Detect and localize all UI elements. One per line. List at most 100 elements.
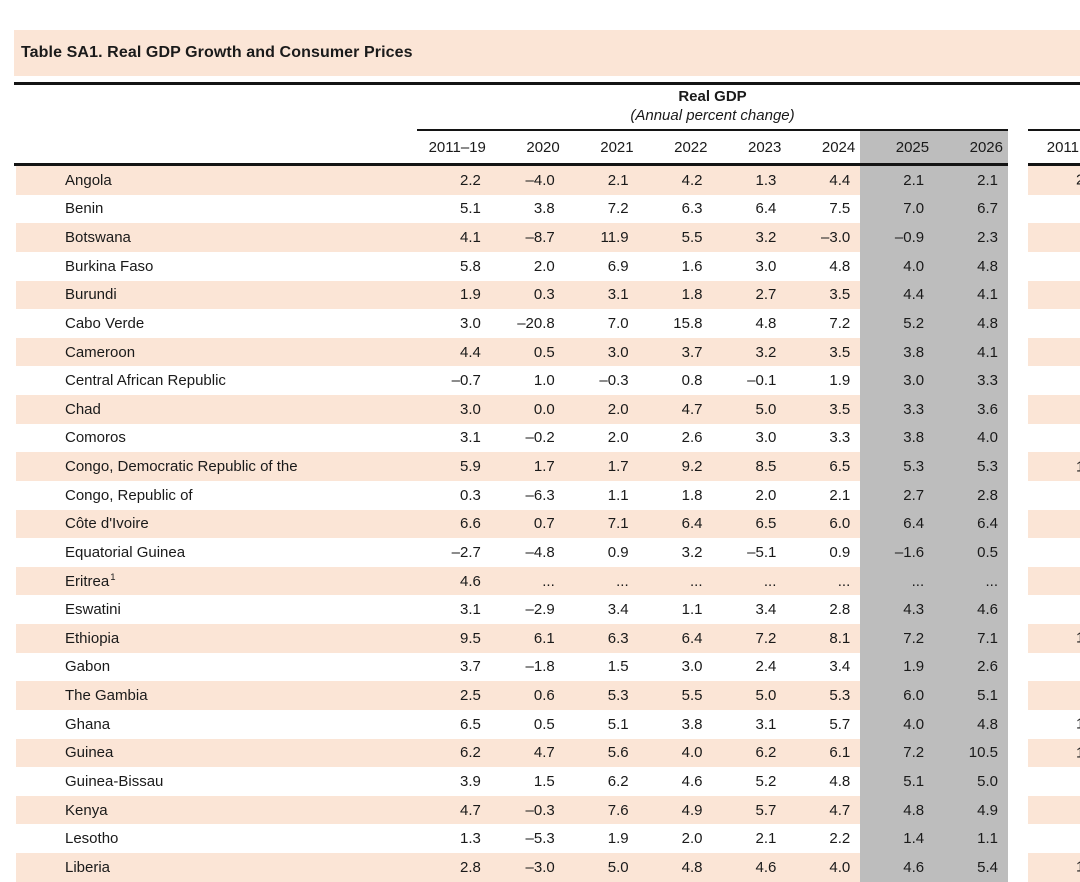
clipped-partial-digit: 1 <box>1076 744 1080 761</box>
section-gap <box>1008 337 1028 367</box>
country-name: The Gambia <box>16 681 417 710</box>
value-cell: –0.9 <box>860 223 935 252</box>
value-cell: 2.6 <box>934 652 1008 682</box>
value-cell: 1.8 <box>638 280 713 310</box>
value-cell: 6.2 <box>712 738 787 768</box>
value-cell: 2.0 <box>607 429 629 447</box>
value-cell: 1.9 <box>829 372 851 390</box>
table-row: Kenya 4.7 –0.3 7.6 4.9 5.7 4.7 4.8 4.9 <box>16 795 1080 825</box>
value-cell: –8.7 <box>490 223 565 252</box>
next-section-cell <box>1028 795 1080 825</box>
value-cell: –1.6 <box>860 538 935 567</box>
value-cell: 6.2 <box>417 738 491 768</box>
rule-under-year-row <box>14 163 1008 166</box>
value-cell: 5.3 <box>934 452 1008 481</box>
section-gap <box>1008 595 1028 624</box>
value-cell: –20.8 <box>517 314 555 332</box>
value-cell: 2.6 <box>681 429 703 447</box>
value-cell: 5.0 <box>712 681 787 710</box>
value-cell: 1.5 <box>533 772 555 790</box>
value-cell: 4.0 <box>638 738 713 768</box>
value-cell: 2.1 <box>934 166 1008 195</box>
next-section-year-column-header: 2011 <box>1046 138 1079 156</box>
section-gap <box>1008 853 1028 882</box>
clipped-partial-digit: 1 <box>1076 630 1080 647</box>
value-cell: 3.8 <box>860 423 935 453</box>
table-row: The Gambia 2.5 0.6 5.3 5.5 5.0 5.3 6.0 5.1 <box>16 681 1080 710</box>
table-row: Central African Republic –0.7 1.0 –0.3 0.8 –0… <box>16 366 1080 395</box>
value-cell: 7.5 <box>829 200 851 218</box>
value-cell: –3.0 <box>786 223 861 252</box>
section-gap <box>1008 624 1028 653</box>
section-header-real-gdp: Real GDP <box>678 88 747 105</box>
value-cell: 6.3 <box>681 200 703 218</box>
value-cell: 8.1 <box>786 624 861 653</box>
value-cell: 3.1 <box>755 715 777 733</box>
value-cell: 6.5 <box>712 509 787 539</box>
table-row: Equatorial Guinea –2.7 –4.8 0.9 3.2 –5.1 0.9 –1… <box>16 538 1080 567</box>
value-cell: 4.4 <box>417 337 491 367</box>
table-row: Burkina Faso 5.8 2.0 6.9 1.6 3.0 4.8 4.0 4.8 <box>16 251 1080 281</box>
value-cell: 4.7 <box>490 738 565 768</box>
value-cell: 5.8 <box>460 257 481 275</box>
table-row: Botswana 4.1 –8.7 11.9 5.5 3.2 –3.0 –0.9 2.3 <box>16 223 1080 252</box>
value-cell: 6.3 <box>564 624 639 653</box>
value-cell: 2.2 <box>829 830 851 848</box>
value-cell: 2.7 <box>712 280 787 310</box>
value-cell: 1.5 <box>607 658 629 676</box>
value-cell: 4.8 <box>934 251 1008 281</box>
value-cell: 3.0 <box>460 314 481 332</box>
value-cell: 4.8 <box>860 795 935 825</box>
value-cell: 4.7 <box>638 395 713 424</box>
country-name: Congo, Democratic Republic of the <box>16 452 417 481</box>
value-cell: 7.2 <box>712 624 787 653</box>
value-cell: 4.8 <box>934 709 1008 739</box>
section-gap <box>1008 223 1028 252</box>
footnote-marker: 1 <box>110 571 116 583</box>
value-cell: 3.5 <box>786 395 861 424</box>
value-cell: –6.3 <box>525 486 555 504</box>
value-cell: 5.6 <box>564 738 639 768</box>
value-cell: 6.1 <box>786 738 861 768</box>
next-section-cell: 1 <box>1028 853 1080 882</box>
value-cell: 6.4 <box>638 509 713 539</box>
value-cell: 2.1 <box>755 830 777 848</box>
clipped-partial-digit: 1 <box>1076 859 1080 876</box>
value-cell: ... <box>490 566 565 596</box>
next-section-cell <box>1028 595 1080 624</box>
value-cell: 7.6 <box>564 795 639 825</box>
value-cell: 6.0 <box>860 681 935 710</box>
value-cell: 2.1 <box>564 166 639 195</box>
value-cell: 4.8 <box>829 772 851 790</box>
table-row: Chad 3.0 0.0 2.0 4.7 5.0 3.5 3.3 3.6 <box>16 395 1080 424</box>
section-gap <box>1008 423 1028 453</box>
country-name: Guinea-Bissau <box>65 772 164 790</box>
table-row: Eswatini 3.1 –2.9 3.4 1.1 3.4 2.8 4.3 4.6 <box>16 595 1080 624</box>
value-cell: 5.2 <box>755 772 777 790</box>
year-column-header: 2023 <box>748 138 782 156</box>
value-cell: –0.1 <box>747 372 777 390</box>
value-cell: 5.0 <box>712 395 787 424</box>
rule-under-subheader-next-section <box>1028 129 1080 131</box>
section-gap <box>1008 309 1028 338</box>
value-cell: 3.5 <box>786 337 861 367</box>
section-gap <box>1008 251 1028 281</box>
value-cell: 5.1 <box>934 681 1008 710</box>
value-cell: 3.8 <box>860 337 935 367</box>
value-cell: 0.9 <box>829 543 851 561</box>
value-cell: 0.5 <box>533 715 555 733</box>
value-cell: 5.1 <box>607 715 629 733</box>
value-cell: 1.9 <box>417 280 491 310</box>
value-cell: 2.0 <box>755 486 777 504</box>
value-cell: ... <box>638 566 713 596</box>
country-name: Comoros <box>65 429 126 447</box>
value-cell: 6.4 <box>638 624 713 653</box>
value-cell: 4.6 <box>712 853 787 882</box>
value-cell: 0.7 <box>490 509 565 539</box>
country-name: Lesotho <box>65 830 119 848</box>
table-row: Cameroon 4.4 0.5 3.0 3.7 3.2 3.5 3.8 4.1 <box>16 337 1080 367</box>
value-cell: 5.3 <box>564 681 639 710</box>
